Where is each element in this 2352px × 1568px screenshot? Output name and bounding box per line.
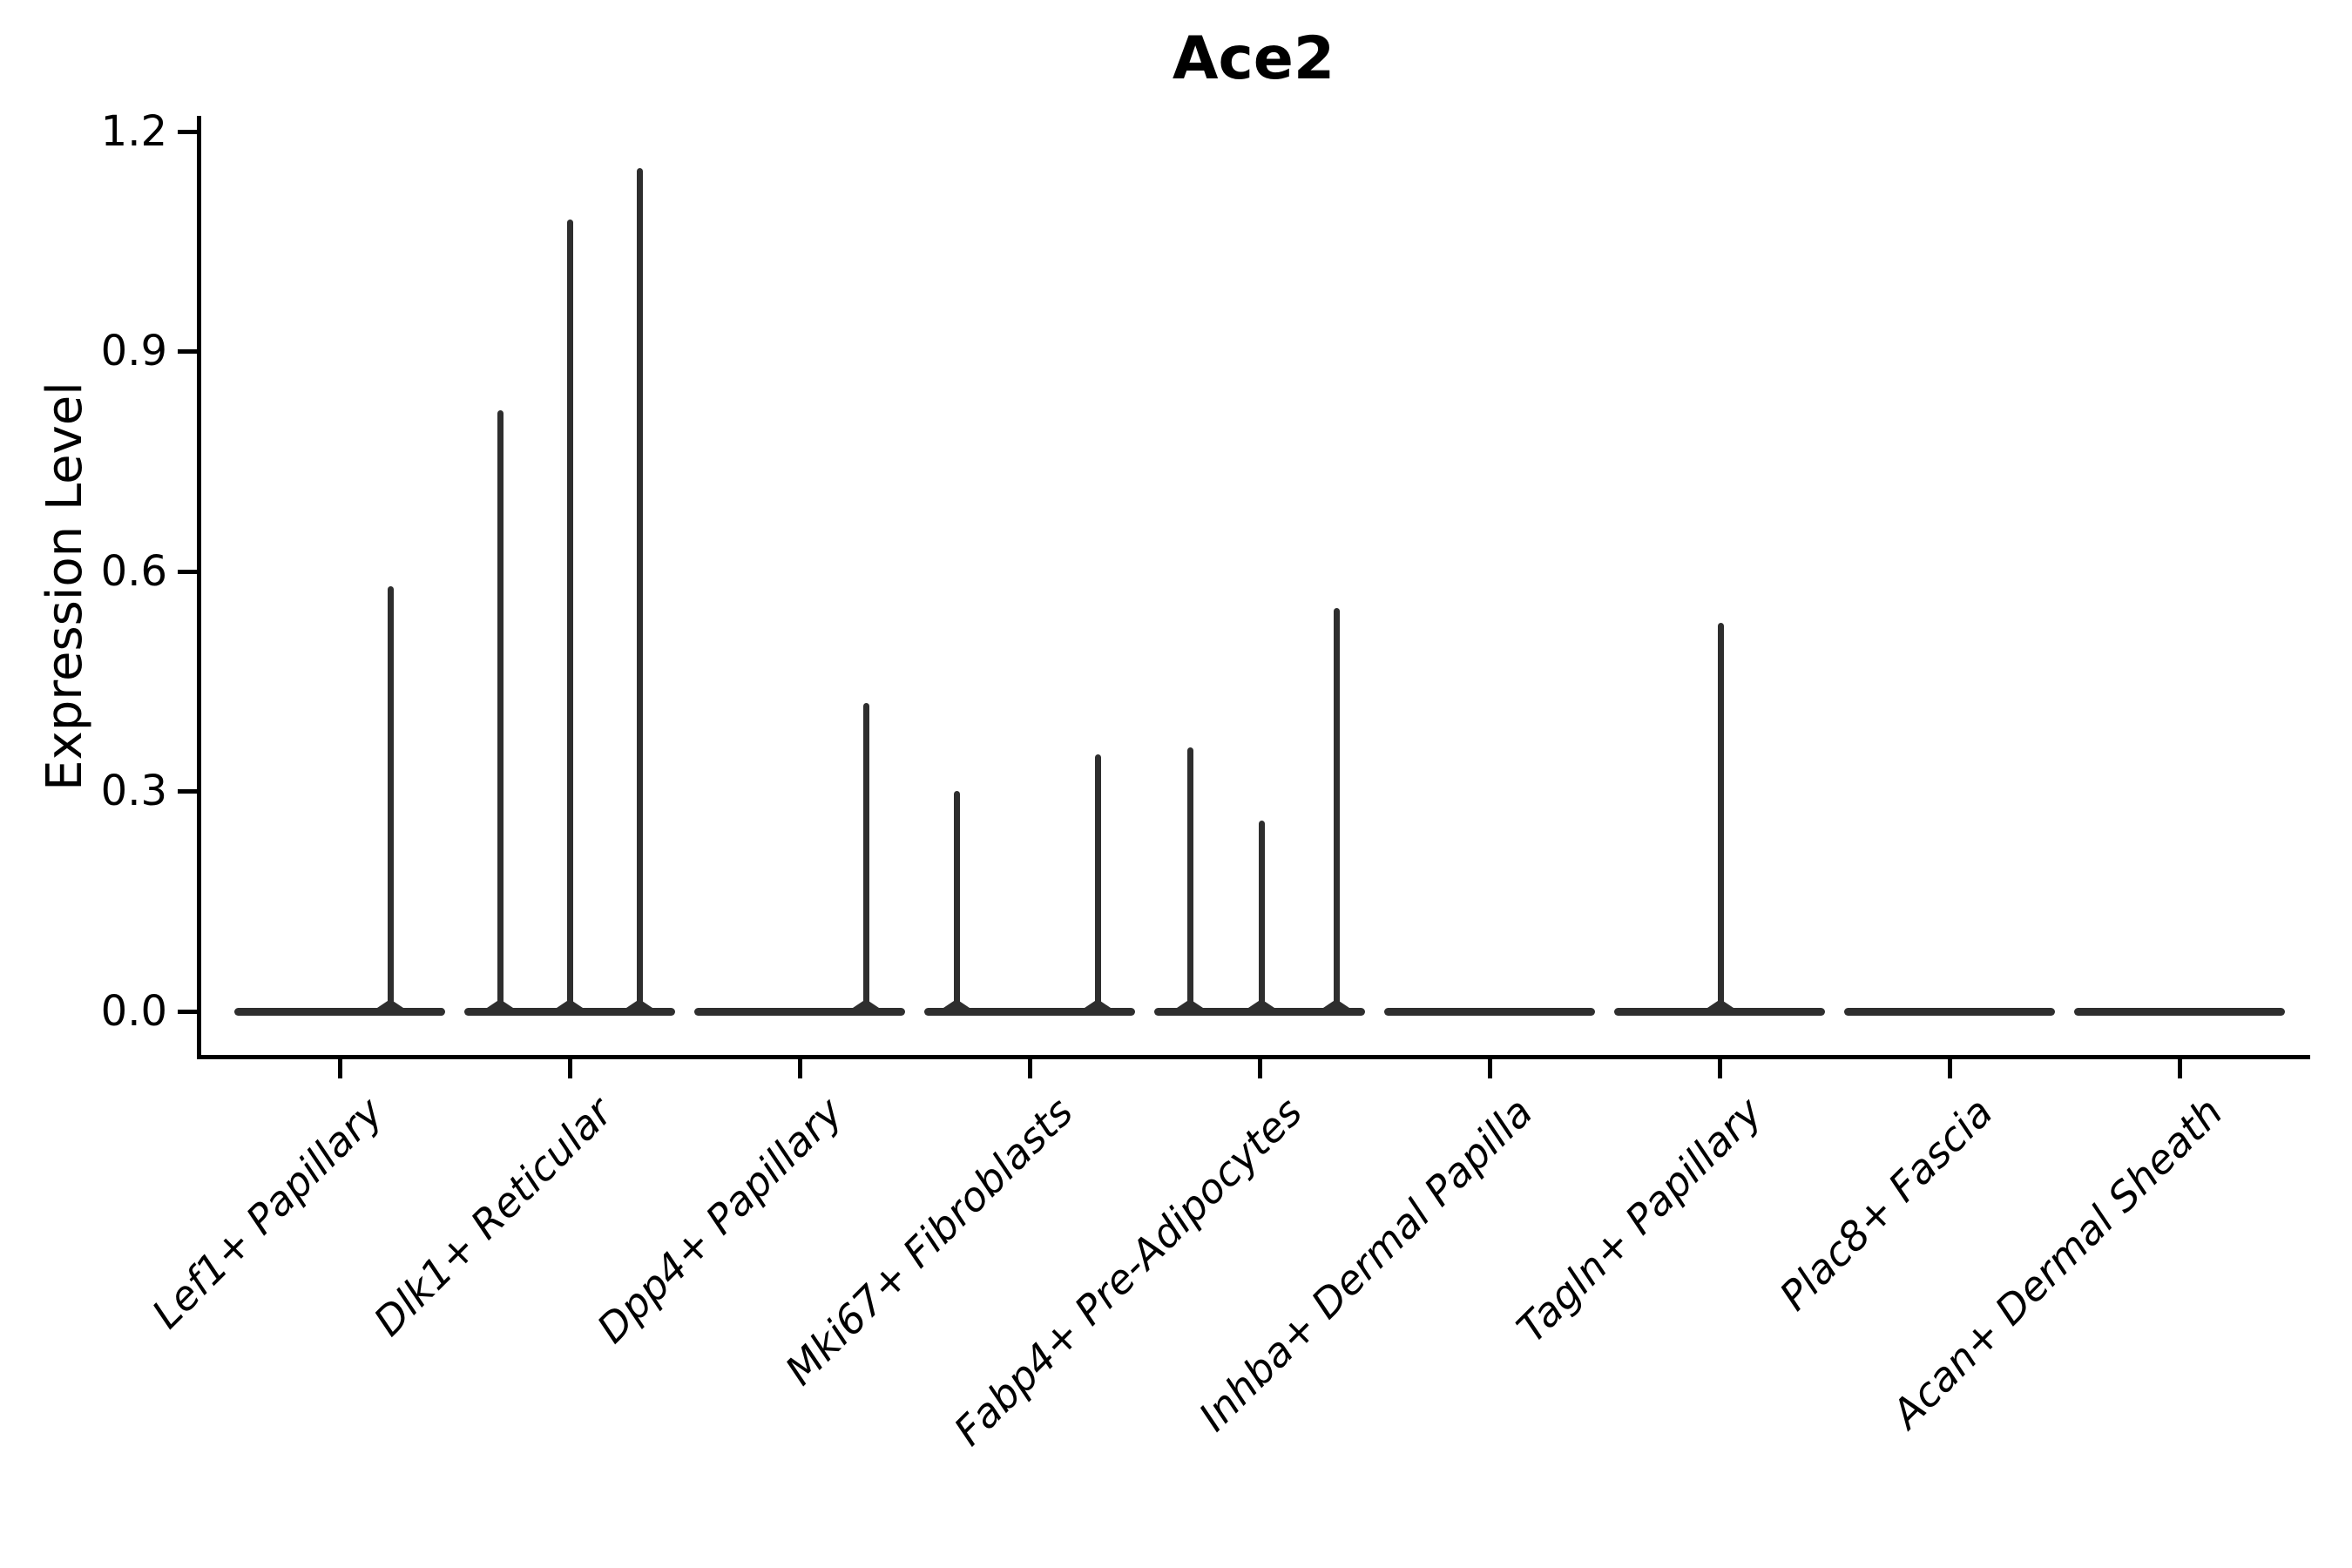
violin-spike [1187,747,1193,1016]
violin-spike-flare [557,999,583,1008]
violin-spike-flare [1323,999,1349,1008]
x-tick-label: Tagln+ Papillary [1508,1088,1772,1352]
x-tick [568,1059,572,1078]
violin-baseline [1844,1008,2055,1016]
x-tick [1028,1059,1032,1078]
violin-spike [863,703,869,1016]
x-tick [1258,1059,1262,1078]
x-tick-label: Dpp4+ Papillary [587,1088,852,1352]
x-tick-label: Dlk1+ Reticular [364,1088,622,1345]
y-tick [178,1010,197,1014]
x-tick [1718,1059,1722,1078]
y-tick-label: 0.3 [100,767,167,816]
violin-spike [637,168,643,1016]
x-tick [1948,1059,1952,1078]
y-tick [178,349,197,355]
violin-baseline [924,1008,1135,1016]
y-tick [178,569,197,574]
violin-spike-flare [1248,999,1274,1008]
violin-spike [1259,821,1265,1016]
violin-spike-flare [1177,999,1203,1008]
violin-spike-flare [377,999,403,1008]
y-tick-label: 0.6 [100,546,167,596]
violin-spike-flare [943,999,970,1008]
violin-baseline [234,1008,445,1016]
y-tick-label: 0.0 [100,987,167,1036]
chart-title: Ace2 [1172,24,1335,93]
violin-baseline [1384,1008,1595,1016]
y-tick [178,129,197,134]
violin-baseline [2074,1008,2285,1016]
y-axis-spine [197,116,201,1059]
violin-spike-flare [1707,999,1734,1008]
x-tick [2178,1059,2182,1078]
violin-spike [1095,754,1101,1016]
x-axis-spine [197,1055,2310,1059]
x-tick-label: Lef1+ Papillary [142,1088,392,1338]
violin-spike-flare [626,999,652,1008]
violin-spike [1718,623,1724,1016]
violin-spike [954,791,960,1016]
x-tick [338,1059,342,1078]
x-tick [798,1059,802,1078]
violin-spike-flare [1085,999,1111,1008]
x-tick [1488,1059,1492,1078]
y-tick-label: 1.2 [100,106,167,156]
violin-spike [388,586,394,1016]
violin-spike [567,220,573,1016]
y-tick-label: 0.9 [100,327,167,376]
x-tick-label: Plac8+ Fascia [1770,1088,2002,1320]
violin-spike [497,410,504,1016]
violin-spike-flare [853,999,879,1008]
violin-spike [1334,608,1340,1016]
y-tick [178,789,197,794]
violin-baseline [694,1008,905,1016]
violin-spike-flare [487,999,513,1008]
